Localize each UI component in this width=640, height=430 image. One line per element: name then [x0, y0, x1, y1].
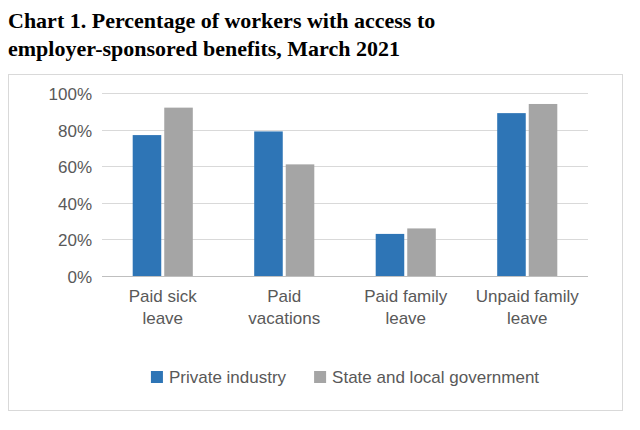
bars [133, 104, 558, 276]
x-tick-line: Paid [267, 287, 301, 306]
chart: Chart 1. Percentage of workers with acce… [0, 0, 640, 430]
x-tick-line: leave [385, 309, 426, 328]
x-tick-line: Unpaid family [476, 287, 579, 306]
bar [133, 135, 162, 276]
x-tick-label: Paid vacations [248, 287, 320, 328]
grid-line [102, 93, 588, 94]
title: Chart 1. Percentage of workers with acce… [8, 8, 435, 61]
bar [497, 113, 526, 276]
bar [376, 234, 405, 276]
legend-label: Private industry [169, 368, 287, 387]
legend-swatch [151, 371, 163, 383]
legend-label: State and local government [332, 368, 539, 387]
title-line: employer-sponsored benefits, March 2021 [8, 36, 400, 61]
y-tick-label: 0% [67, 268, 92, 287]
grid-line [102, 276, 588, 277]
y-tick-label: 40% [58, 195, 92, 214]
bar [529, 104, 558, 276]
bar [407, 228, 436, 276]
bar [254, 131, 283, 276]
y-tick-label: 60% [58, 158, 92, 177]
y-tick-label: 80% [58, 122, 92, 141]
legend-swatch [314, 371, 326, 383]
x-tick-line: Paid family [364, 287, 448, 306]
y-tick-label: 20% [58, 231, 92, 250]
x-tick-line: leave [142, 309, 183, 328]
x-tick-line: Paid sick [129, 287, 198, 306]
x-tick-label: Paid family leave [364, 287, 448, 328]
x-tick-line: vacations [248, 309, 320, 328]
x-tick-line: leave [507, 309, 548, 328]
bar [164, 108, 193, 276]
y-tick-label: 100% [49, 85, 92, 104]
x-tick-label: Unpaid family leave [476, 287, 579, 328]
bar [286, 164, 315, 276]
chart-frame [9, 75, 623, 411]
title-line: Chart 1. Percentage of workers with acce… [8, 8, 435, 33]
x-tick-label: Paid sick leave [129, 287, 198, 328]
